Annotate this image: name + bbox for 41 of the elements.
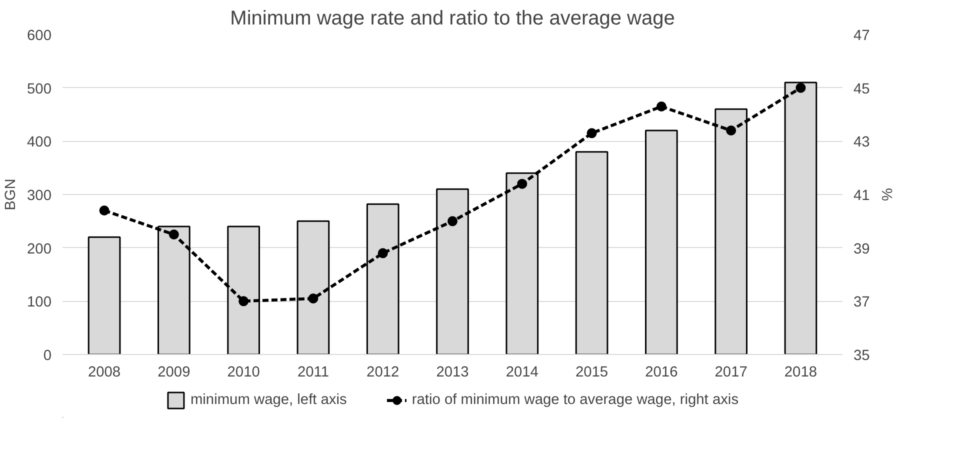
y-tick-label: 200 [27,241,52,258]
y2-tick-label: 45 [854,81,870,98]
point [517,178,528,189]
point [99,206,110,216]
legend-label: ratio of minimum wage to average wage, right axis [412,392,739,408]
point [238,296,249,306]
point [726,126,736,136]
y-tick-label: 0 [43,348,52,364]
point [586,128,597,138]
x-tick-label: 2010 [227,364,260,380]
point [378,248,388,258]
x-tick-label: 2018 [784,364,818,380]
x-tick-label: 2013 [436,364,469,380]
x-tick-label: 2015 [575,364,608,380]
x-tick-label: 2016 [645,364,678,380]
y2-tick-label: 39 [854,241,870,258]
y2-tick-label: 37 [854,294,870,311]
y-tick-label: 400 [27,134,52,151]
y2-tick-label: 47 [854,28,870,44]
y-axis-title: BGN [3,178,20,210]
y-tick-label: 100 [27,294,52,311]
point [308,294,318,304]
y2-tick-label: 43 [854,134,870,151]
legend-label: minimum wage, left axis [190,392,347,408]
x-tick-label: 2009 [158,364,190,380]
x-tick-label: 2008 [88,364,121,380]
y2-axis-title: % [878,188,894,202]
chart-title: Minimum wage rate and ratio to the average wage [230,8,675,30]
point [796,82,806,93]
y2-tick-label: 41 [854,188,870,204]
x-tick-label: 2017 [714,364,748,380]
point [168,230,179,240]
point [656,102,666,112]
y-tick-label: 500 [27,81,52,98]
point [448,216,458,226]
y-tick-label: 300 [27,188,52,204]
x-tick-label: 2012 [366,364,400,380]
x-tick-label: 2011 [297,364,329,380]
y2-tick-label: 35 [854,348,870,364]
x-tick-label: 2014 [506,364,538,380]
y-tick-label: 600 [27,28,52,44]
